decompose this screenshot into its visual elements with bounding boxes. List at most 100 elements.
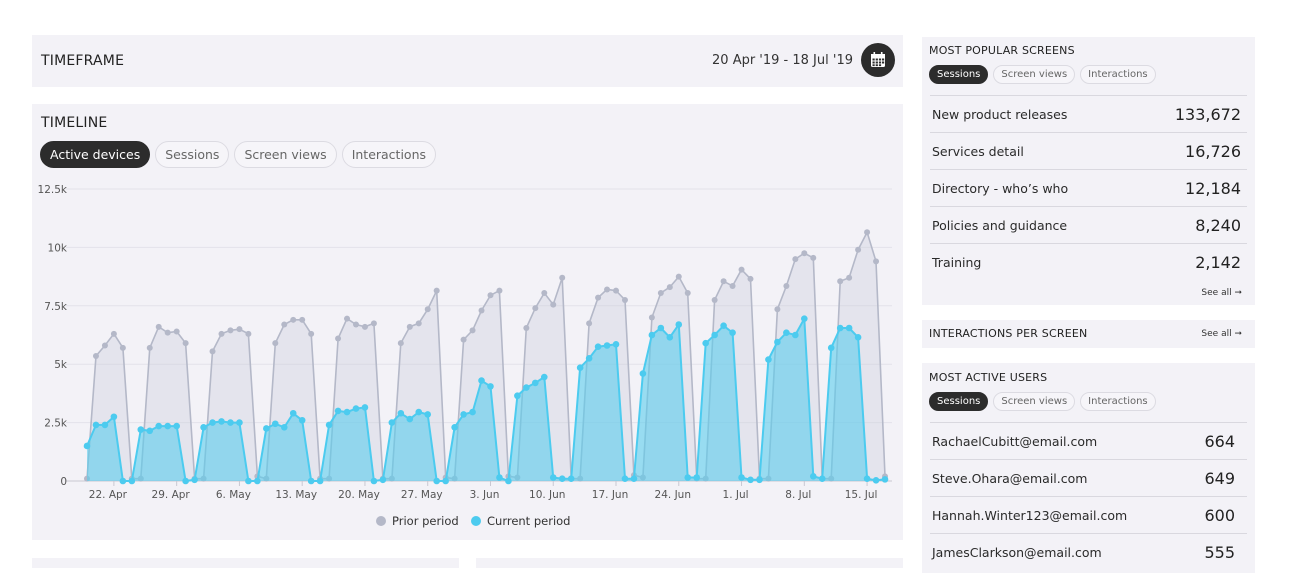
data-point[interactable] <box>352 405 360 412</box>
data-point[interactable] <box>406 323 413 330</box>
data-point[interactable] <box>227 327 234 334</box>
data-point[interactable] <box>299 316 306 323</box>
data-point[interactable] <box>881 476 889 483</box>
data-point[interactable] <box>558 475 566 482</box>
data-point[interactable] <box>182 340 189 347</box>
data-point[interactable] <box>335 335 342 342</box>
list-item[interactable]: RachaelCubitt@email.com 664 <box>930 422 1247 459</box>
list-item[interactable]: New product releases 133,672 <box>930 95 1247 132</box>
calendar-button[interactable] <box>861 43 895 77</box>
data-point[interactable] <box>137 426 145 433</box>
data-point[interactable] <box>496 474 503 481</box>
data-point[interactable] <box>613 287 620 294</box>
data-point[interactable] <box>478 307 485 314</box>
data-point[interactable] <box>567 475 575 482</box>
data-point[interactable] <box>586 320 593 327</box>
data-point[interactable] <box>334 407 342 415</box>
data-point[interactable] <box>289 409 297 417</box>
data-point[interactable] <box>585 355 593 362</box>
data-point[interactable] <box>738 266 745 273</box>
data-point[interactable] <box>290 316 297 323</box>
data-point[interactable] <box>639 370 647 377</box>
data-point[interactable] <box>92 353 99 360</box>
date-range[interactable]: 20 Apr '19 - 18 Jul '19 <box>712 53 853 68</box>
data-point[interactable] <box>666 284 673 291</box>
data-point[interactable] <box>101 421 109 429</box>
data-point[interactable] <box>810 254 817 261</box>
data-point[interactable] <box>83 442 91 450</box>
data-point[interactable] <box>119 344 126 351</box>
data-point[interactable] <box>532 305 539 312</box>
data-point[interactable] <box>603 342 611 349</box>
data-point[interactable] <box>128 477 136 485</box>
data-point[interactable] <box>711 331 718 339</box>
tab-screen-views[interactable]: Screen views <box>993 392 1076 411</box>
data-point[interactable] <box>200 423 207 431</box>
data-point[interactable] <box>863 475 871 482</box>
data-point[interactable] <box>361 323 368 330</box>
tab-interactions[interactable]: Interactions <box>1080 65 1156 84</box>
data-point[interactable] <box>505 477 512 485</box>
data-point[interactable] <box>864 229 871 236</box>
data-point[interactable] <box>792 331 799 339</box>
data-point[interactable] <box>343 408 351 416</box>
data-point[interactable] <box>263 425 270 432</box>
data-point[interactable] <box>119 477 127 485</box>
data-point[interactable] <box>854 334 862 341</box>
data-point[interactable] <box>837 278 844 285</box>
data-point[interactable] <box>433 287 440 294</box>
data-point[interactable] <box>675 273 682 280</box>
data-point[interactable] <box>729 282 736 289</box>
data-point[interactable] <box>774 338 781 346</box>
data-point[interactable] <box>747 275 754 282</box>
data-point[interactable] <box>236 419 243 426</box>
data-point[interactable] <box>245 477 252 485</box>
data-point[interactable] <box>397 409 405 417</box>
list-item[interactable]: Hannah.Winter123@email.com 600 <box>930 496 1247 533</box>
data-point[interactable] <box>155 422 163 430</box>
data-point[interactable] <box>173 422 180 430</box>
data-point[interactable] <box>209 348 216 355</box>
data-point[interactable] <box>550 301 557 308</box>
data-point[interactable] <box>657 289 664 296</box>
data-point[interactable] <box>559 274 566 281</box>
data-point[interactable] <box>370 477 378 485</box>
data-point[interactable] <box>487 383 494 390</box>
tab-active-devices[interactable]: Active devices <box>40 141 151 168</box>
data-point[interactable] <box>720 278 727 285</box>
data-point[interactable] <box>783 282 790 289</box>
data-point[interactable] <box>648 314 655 321</box>
tab-sessions[interactable]: Sessions <box>929 392 989 411</box>
data-point[interactable] <box>666 334 674 341</box>
data-point[interactable] <box>827 344 835 352</box>
data-point[interactable] <box>630 475 638 482</box>
data-point[interactable] <box>809 473 817 480</box>
data-point[interactable] <box>110 413 118 421</box>
data-point[interactable] <box>836 324 844 332</box>
data-point[interactable] <box>684 289 691 296</box>
legend-item-current[interactable]: Current period <box>471 514 570 528</box>
data-point[interactable] <box>433 477 440 485</box>
data-point[interactable] <box>774 306 781 313</box>
data-point[interactable] <box>101 342 108 349</box>
list-item[interactable]: Policies and guidance 8,240 <box>930 206 1247 243</box>
data-point[interactable] <box>442 477 449 485</box>
data-point[interactable] <box>254 477 261 485</box>
data-point[interactable] <box>218 418 225 425</box>
list-item[interactable]: Steve.Ohara@email.com 649 <box>930 459 1247 496</box>
data-point[interactable] <box>594 343 602 350</box>
data-point[interactable] <box>648 331 656 339</box>
data-point[interactable] <box>540 373 548 381</box>
data-point[interactable] <box>379 476 387 484</box>
data-point[interactable] <box>818 475 826 482</box>
data-point[interactable] <box>845 324 853 332</box>
data-point[interactable] <box>352 321 359 328</box>
list-item[interactable]: Training 2,142 <box>930 243 1247 280</box>
data-point[interactable] <box>245 330 252 337</box>
tab-sessions[interactable]: Sessions <box>929 65 989 84</box>
data-point[interactable] <box>307 477 315 485</box>
data-point[interactable] <box>711 296 718 303</box>
data-point[interactable] <box>182 477 189 485</box>
data-point[interactable] <box>146 344 153 351</box>
data-point[interactable] <box>765 356 772 363</box>
